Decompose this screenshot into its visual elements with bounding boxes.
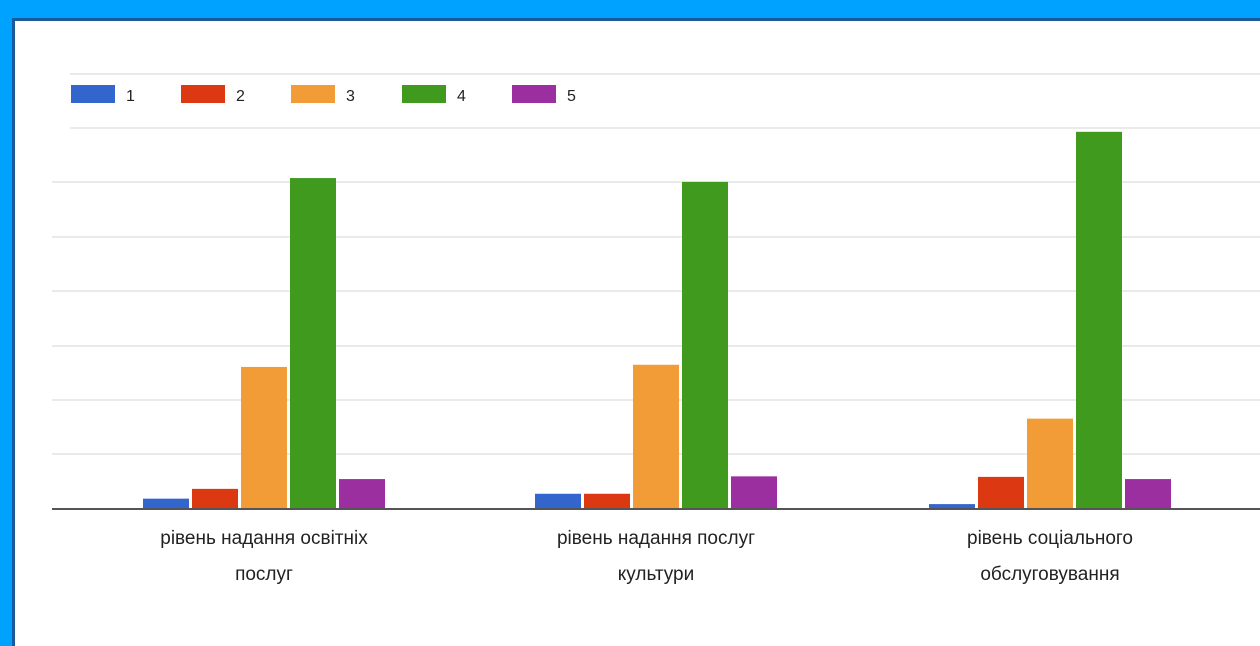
chart-panel: рівень надання освітніх послуг рівень нада… [12,18,1260,646]
bar-series-5 [731,476,777,509]
legend-label: 3 [346,88,355,105]
x-tick-labels: рівень надання освітніх послуг рівень нада… [160,528,1133,585]
x-tick-label: рівень надання освітніх [160,528,368,549]
bar-series-1 [929,504,975,509]
bar-series-3 [1027,418,1073,509]
legend-swatch [512,85,556,103]
bar-series-3 [633,364,679,509]
legend-label: 2 [236,88,245,105]
bar-series-4 [1076,131,1122,509]
x-tick-label: рівень надання послуг [557,528,755,549]
bar-chart: рівень надання освітніх послуг рівень нада… [52,73,1260,585]
bar-series-4 [682,181,728,510]
legend-swatch [291,85,335,103]
bar-series-2 [192,488,238,509]
x-tick-label: культури [618,564,695,585]
bar-series-1 [143,498,189,509]
legend-swatch [402,85,446,103]
bar-series-4 [290,178,336,509]
bar-series-2 [978,476,1024,509]
legend-label: 5 [567,88,576,105]
legend-label: 1 [126,88,135,105]
legend-swatch [181,85,225,103]
bar-series-1 [535,493,581,509]
x-tick-label: послуг [235,564,293,585]
bar-series-5 [339,479,385,509]
bar-series-3 [241,366,287,509]
x-tick-label: обслуговування [980,564,1119,585]
legend-swatch [71,85,115,103]
bar-series-2 [584,493,630,509]
bars [143,131,1171,510]
legend: 1 2 3 4 5 [71,85,576,105]
x-tick-label: рівень соціального [967,528,1133,549]
legend-label: 4 [457,88,466,105]
bar-series-5 [1125,479,1171,509]
